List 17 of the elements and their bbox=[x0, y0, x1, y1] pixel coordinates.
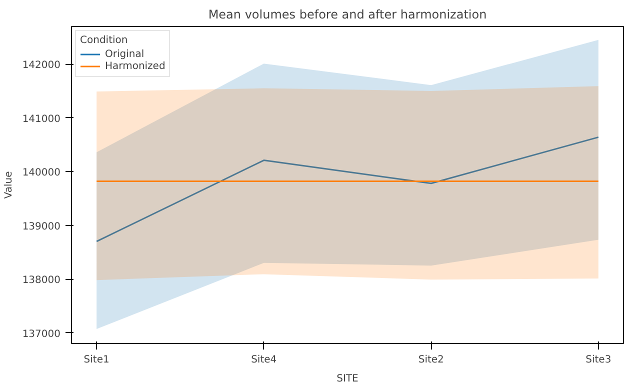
chart-title: Mean volumes before and after harmonization bbox=[208, 8, 487, 22]
x-tick-label: Site2 bbox=[418, 354, 444, 366]
legend-label: Harmonized bbox=[105, 60, 166, 72]
legend-title: Condition bbox=[80, 35, 129, 46]
x-tick-label: Site1 bbox=[84, 354, 110, 366]
legend-label: Original bbox=[105, 48, 144, 60]
y-tick-label: 139000 bbox=[22, 221, 61, 232]
y-tick-label: 140000 bbox=[22, 168, 61, 179]
x-tick-label: Site3 bbox=[586, 354, 612, 366]
x-axis-title: SITE bbox=[336, 374, 358, 384]
x-tick-label: Site4 bbox=[251, 354, 277, 366]
line-series bbox=[96, 136, 600, 242]
y-tick-label: 141000 bbox=[22, 114, 61, 125]
y-axis-title: Value bbox=[3, 171, 14, 199]
y-tick-label: 142000 bbox=[22, 60, 61, 72]
y-tick-label: 137000 bbox=[22, 328, 61, 340]
y-tick-label: 138000 bbox=[22, 275, 61, 286]
